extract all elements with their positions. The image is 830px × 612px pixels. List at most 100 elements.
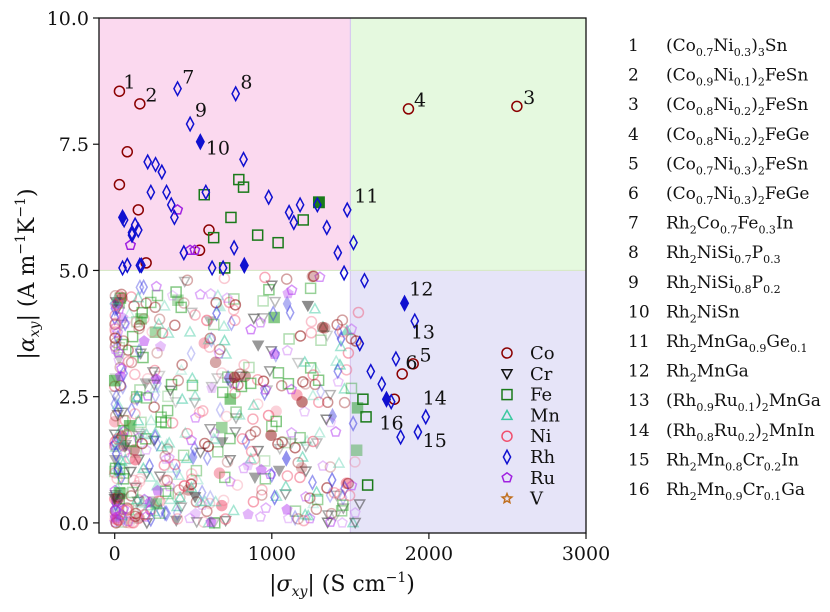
- faint-point-Fe-faint: [162, 390, 174, 403]
- annotation-label: 2: [145, 84, 157, 106]
- annotation-label: 1: [123, 72, 135, 94]
- faint-point-Ru-faint: [205, 516, 217, 528]
- point-co: [113, 178, 126, 191]
- faint-point-Cr-faint: [299, 441, 313, 453]
- faint-point-Mn-faint: [144, 470, 157, 482]
- faint-point-Cr-faint: [330, 490, 343, 502]
- faint-point-Fe-faint: [125, 435, 137, 447]
- faint-point-Fe-faint: [165, 378, 178, 391]
- compound-formula: (Rh0.8Ru0.2)2MnIn: [666, 421, 815, 444]
- point-rh: [289, 214, 299, 231]
- compound-formula: Rh2MnGa0.9Ge0.1: [666, 332, 807, 355]
- x-tick-label: 3000: [562, 543, 610, 565]
- point-rh: [421, 408, 431, 426]
- faint-point-Mn-faint: [163, 492, 177, 505]
- point-rh: [396, 428, 406, 446]
- faint-point-Fe-faint: [127, 486, 139, 499]
- faint-point-Fe-faint: [224, 432, 236, 445]
- legend-label: Ru: [530, 468, 555, 489]
- faint-point-Mn-faint: [310, 485, 323, 497]
- faint-point-Fe-faint: [272, 367, 285, 379]
- faint-point-Mn-faint: [149, 426, 162, 438]
- faint-point-Ni-faint: [220, 410, 233, 423]
- faint-point-Fe-faint: [175, 301, 187, 314]
- point-rh: [239, 151, 248, 168]
- faint-point-Ru-faint: [254, 510, 267, 522]
- faint-point-Mn-faint: [144, 413, 158, 426]
- faint-point-Co-faint: [275, 379, 288, 392]
- faint-point-Fe-faint: [161, 404, 174, 417]
- point-rh: [342, 201, 352, 219]
- faint-point-Cr-faint: [194, 447, 207, 459]
- faint-point-Ni-faint: [270, 405, 282, 418]
- faint-point-Mn-faint: [332, 456, 346, 468]
- faint-point-Ru-faint: [245, 323, 257, 335]
- faint-point-Mn-faint: [183, 325, 197, 337]
- faint-point-Ru-faint: [150, 280, 162, 292]
- faint-point-Mn-faint: [179, 426, 192, 438]
- faint-point-Co-faint: [133, 322, 145, 335]
- compound-number: 1: [628, 36, 639, 56]
- faint-point-Rh-faint: [241, 433, 251, 451]
- faint-point-Rh-faint: [113, 329, 123, 347]
- faint-point-Co-faint: [181, 274, 194, 286]
- faint-point-Rh-faint: [135, 278, 145, 296]
- legend-marker-ni: [501, 430, 513, 442]
- annotation-label: 3: [523, 87, 535, 109]
- faint-point-Co-faint: [108, 440, 121, 453]
- faint-point-Mn-faint: [142, 499, 156, 511]
- faint-point-Co-faint: [304, 492, 316, 504]
- x-axis-title-text: |σxy| (S cm−1): [269, 570, 415, 600]
- faint-point-Ni-faint: [343, 489, 356, 502]
- faint-point-Ni-faint: [218, 272, 231, 285]
- compound-number: 10: [628, 302, 650, 322]
- faint-point-Co-faint: [148, 401, 160, 413]
- faint-point-Cr-faint: [223, 455, 237, 467]
- faint-point-Rh-faint: [333, 362, 343, 380]
- faint-point-Mn-faint: [111, 397, 125, 410]
- legend-label: Cr: [530, 364, 553, 385]
- faint-point-Rh-faint: [151, 386, 160, 404]
- faint-point-Co-faint: [149, 301, 161, 313]
- faint-point-Fe-faint: [235, 380, 248, 393]
- faint-point-Cr-faint: [337, 503, 350, 515]
- point-rh: [322, 219, 332, 236]
- faint-point-Fe-faint: [315, 334, 327, 346]
- point-rh: [349, 234, 358, 252]
- x-tick-label: 0: [109, 543, 121, 565]
- faint-point-Ni-faint: [193, 406, 206, 419]
- faint-point-Co-faint: [169, 319, 181, 331]
- faint-point-Mn-faint: [306, 388, 320, 401]
- faint-point-Ru-faint: [154, 340, 167, 352]
- faint-point-Fe-faint: [135, 416, 147, 429]
- faint-point-Ru-faint: [160, 453, 172, 464]
- faint-point-Fe-faint: [289, 505, 302, 517]
- point-fe: [361, 479, 374, 491]
- faint-point-Mn-faint: [109, 293, 122, 305]
- faint-point-Rh-faint: [212, 305, 222, 322]
- faint-point-Ru-faint: [113, 303, 125, 314]
- faint-point-Ni-faint: [352, 306, 365, 319]
- faint-point-Fe-faint: [294, 431, 306, 444]
- faint-point-Ru-faint: [314, 271, 326, 283]
- plot-frame: [98, 17, 587, 534]
- faint-point-Rh-faint: [150, 428, 160, 446]
- faint-point-Fe-faint: [337, 499, 349, 511]
- faint-point-Ni-faint: [216, 499, 228, 512]
- faint-point-Ni-faint: [125, 291, 138, 303]
- y-tick-label: 7.5: [59, 134, 89, 156]
- faint-point-Cr-faint: [210, 373, 224, 385]
- compound-formula: Rh2Mn0.8Cr0.2In: [666, 450, 799, 473]
- faint-point-Fe-faint: [140, 392, 153, 404]
- faint-point-Ni-faint: [217, 494, 230, 507]
- point-rh: [157, 163, 167, 181]
- faint-point-Cr-faint: [285, 438, 298, 450]
- faint-point-Cr-faint: [321, 517, 334, 529]
- faint-point-Co-faint: [318, 322, 331, 334]
- faint-point-Ni-faint: [127, 517, 140, 529]
- point-rh: [264, 188, 274, 206]
- legend-marker-mn: [500, 408, 514, 421]
- point-rh: [122, 257, 132, 274]
- faint-point-Ru-faint: [138, 335, 150, 346]
